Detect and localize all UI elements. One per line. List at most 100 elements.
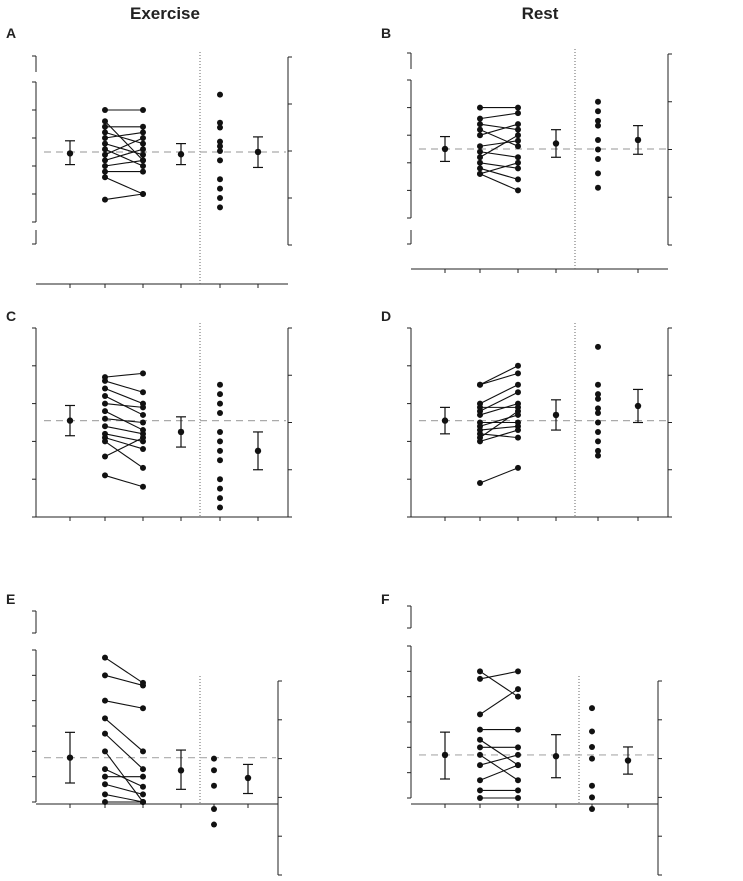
subject-line [479,162,519,169]
post-mean-point [177,767,185,774]
subject-pre-point [102,140,108,147]
delta-mean-point [244,774,252,782]
subject-line [104,131,144,145]
post-mean-point [177,428,185,436]
subject-line [479,754,519,766]
subject-line [104,437,144,450]
subject-post-point [140,157,146,164]
subject-line [104,793,144,803]
subject-line [104,403,144,408]
delta-point [217,485,223,492]
subject-post-point [140,434,146,441]
subject-pre-point [102,799,108,805]
delta-mean-point [254,447,262,455]
subject-line [479,129,519,147]
delta-point [217,204,223,211]
subject-pre-point [102,151,108,158]
subject-pre-point [102,385,108,392]
subject-post-point [140,705,146,712]
delta-point [211,806,217,813]
subject-post-point [515,751,521,758]
subject-post-point [140,151,146,158]
column-title-exercise: Exercise [130,4,200,23]
subject-post-point [140,163,146,169]
subject-post-point [140,389,146,396]
subject-line [479,764,519,781]
subject-line [104,387,144,405]
subject-line [479,414,519,427]
delta-point [589,794,595,801]
subject-post-point [515,165,521,172]
subject-line [104,733,144,770]
subject-post-point [140,404,146,411]
delta-point [595,410,601,417]
subject-line [479,670,519,698]
delta-point [217,504,223,511]
delta-point [217,148,223,154]
subject-line [479,754,519,781]
delta-point [217,495,223,502]
delta-point [217,476,223,483]
subject-post-point [140,123,146,130]
subject-post-point [515,137,521,144]
subject-pre-point [102,168,108,175]
delta-point [595,343,601,350]
delta-point [217,185,223,192]
subject-pre-point [477,744,483,751]
subject-post-point [140,783,146,790]
pre-mean-point [66,754,74,761]
delta-point [595,438,601,445]
delta-point [217,400,223,407]
subject-line [479,151,519,158]
subject-post-point [140,791,146,798]
subject-line [104,433,144,442]
subject-post-point [140,773,146,780]
subject-post-point [515,762,521,769]
pre-mean-point [441,417,449,424]
subject-line [104,143,144,156]
post-mean-point [552,411,560,419]
delta-point [589,755,595,762]
delta-point [595,170,601,177]
subject-line [479,403,519,416]
subject-line [479,140,519,147]
subject-post-point [515,464,521,471]
subject-post-point [515,400,521,407]
subject-post-point [515,381,521,388]
subject-pre-point [102,773,108,780]
subject-line [104,137,144,156]
delta-point [217,381,223,388]
panel-letter: A [6,25,16,41]
subject-pre-point [477,668,483,675]
subject-pre-point [477,148,483,155]
subject-pre-point [477,751,483,758]
subject-pre-point [102,697,108,704]
subject-post-point [140,168,146,175]
subject-post-point [140,766,146,773]
delta-point [595,108,601,115]
delta-point [595,146,601,153]
subject-pre-point [102,766,108,773]
delta-mean-point [254,148,262,156]
panel-F: F [381,591,662,876]
subject-post-point [140,748,146,755]
subject-line [104,768,144,788]
subject-post-point [515,686,521,693]
subject-line [104,176,144,195]
subject-pre-point [102,174,108,181]
subject-post-point [515,726,521,733]
subject-line [479,429,519,442]
delta-point [595,136,601,143]
subject-post-point [515,777,521,784]
delta-point [217,457,223,464]
subject-post-point [515,434,521,441]
subject-line [479,391,519,412]
delta-point [595,381,601,388]
delta-mean-point [634,402,642,410]
subject-line [479,123,519,136]
subject-pre-point [477,411,483,418]
delta-point [211,755,217,762]
panel-A: A [6,25,292,288]
subject-post-point [515,104,521,111]
